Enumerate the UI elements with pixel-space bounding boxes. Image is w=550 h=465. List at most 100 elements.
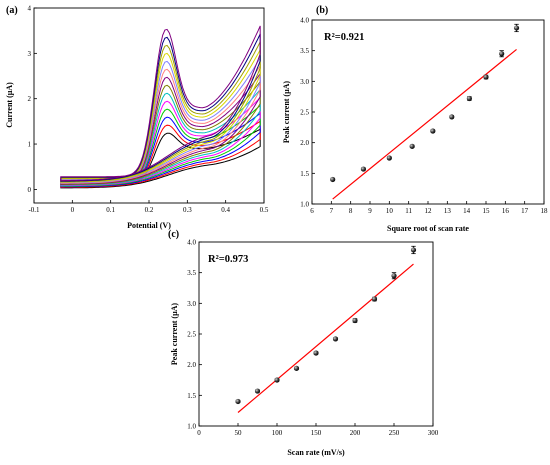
- panel-b-marker: [360, 166, 367, 172]
- panel-c-point: [313, 350, 319, 356]
- panel-a-xtick-label: 0.5: [260, 206, 269, 214]
- panel-b-point: [330, 176, 336, 183]
- panel-b-sqrt-chart: (b) 6 7 8 9 10 11 12 13 14 15 16 17 18 1.0 1.5 2.0 2.5 3.…: [282, 5, 548, 233]
- panel-a-cv-chart: (a) -0.1 0 0.1 0.2 0.3 0.4 0.5 0 1 2 3 4 Potential …: [5, 5, 269, 231]
- panel-b-xtick-label: 12: [425, 207, 433, 215]
- panel-a-ytick-label: 2: [28, 95, 32, 103]
- panel-c-scanrate-chart: (c) 0 50 100 150 200 250 300 1.0 1.5 2.0 2.5 3.0 3.5…: [168, 229, 439, 457]
- panel-b-fit-line: [332, 48, 517, 200]
- panel-b-xlabel: Square root of scan rate: [387, 224, 469, 233]
- panel-c-marker: [410, 247, 417, 253]
- panel-c-marker: [313, 350, 319, 356]
- panel-c-r2: R²=0.973: [208, 254, 248, 265]
- panel-c-xtick-label: 0: [197, 429, 201, 437]
- panel-c-point: [274, 377, 280, 383]
- panel-c-marker: [274, 377, 280, 383]
- panel-a-ytick-label: 4: [28, 5, 32, 13]
- panel-c-marker: [391, 273, 397, 279]
- panel-a-ytick-label: 1: [28, 141, 32, 149]
- panel-b-ytick-label: 4.0: [300, 17, 309, 25]
- panel-b-point: [483, 74, 489, 80]
- panel-a-cv-curve: [60, 49, 261, 183]
- panel-a-ticks: -0.1 0 0.1 0.2 0.3 0.4 0.5 0 1 2 3 4: [28, 5, 269, 215]
- panel-b-ytick-label: 1.0: [300, 201, 309, 209]
- panel-b-xtick-label: 18: [541, 207, 549, 215]
- panel-b-frame: [311, 19, 545, 205]
- panel-b-fit: [332, 48, 517, 200]
- panel-c-point: [235, 398, 241, 405]
- panel-b-marker: [430, 128, 436, 134]
- panel-a-cv-curve: [60, 33, 261, 182]
- panel-a-ytick-label: 3: [28, 50, 32, 58]
- panel-c-xtick-label: 250: [389, 429, 400, 437]
- panel-b-marker: [330, 176, 336, 183]
- panel-a-xtick-label: 0.3: [183, 206, 192, 214]
- panel-c-ytick-label: 2.0: [187, 361, 196, 369]
- panel-a-ylabel: Current (μA): [5, 82, 14, 128]
- panel-b-point: [360, 166, 367, 172]
- panel-a-xtick-label: 0.1: [106, 206, 115, 214]
- panel-c-marker: [293, 365, 300, 371]
- panel-b-xtick-label: 7: [330, 207, 334, 215]
- panel-a-xtick-label: 0: [71, 206, 75, 214]
- panel-b-ytick-label: 3.5: [300, 47, 309, 55]
- panel-c-points: [235, 245, 417, 405]
- panel-a-ytick-label: 0: [28, 186, 32, 194]
- panel-b-xtick-label: 14: [463, 207, 471, 215]
- panel-a-cv-curve: [60, 41, 261, 183]
- panel-c-point: [410, 245, 417, 255]
- panel-b-ytick-label: 3.0: [300, 78, 309, 86]
- panel-a-cv-curve: [60, 25, 261, 182]
- panel-b-xtick-label: 9: [368, 207, 372, 215]
- panel-c-marker: [332, 336, 339, 342]
- panel-a-xtick-label: 0.4: [221, 206, 230, 214]
- panel-b-point: [409, 143, 415, 149]
- panel-c-marker: [352, 317, 358, 324]
- panel-a-label: (a): [6, 5, 18, 16]
- panel-b-xtick-label: 6: [310, 207, 314, 215]
- panel-c-marker: [371, 296, 378, 302]
- panel-c-point: [332, 336, 339, 342]
- panel-c-point: [352, 317, 358, 324]
- panel-b-xtick-label: 11: [405, 207, 412, 215]
- panel-b-ytick-label: 1.5: [300, 170, 309, 178]
- panel-a-xtick-label: -0.1: [28, 206, 40, 214]
- panel-b-point: [499, 50, 505, 58]
- panel-c-frame: [198, 241, 434, 427]
- panel-c-fit-line: [237, 263, 414, 413]
- panel-b-xtick-label: 17: [521, 207, 529, 215]
- panel-c-xtick-label: 300: [428, 429, 439, 437]
- panel-b-point: [513, 23, 520, 33]
- panel-b-marker: [386, 155, 392, 161]
- panel-c-fit: [237, 263, 414, 413]
- panel-b-marker: [513, 25, 520, 31]
- panel-b-ytick-label: 2.0: [300, 139, 309, 147]
- panel-b-ylabel: Peak current (μA): [282, 81, 291, 143]
- panel-b-point: [466, 95, 472, 102]
- panel-b-xtick-label: 13: [444, 207, 452, 215]
- panel-b-xtick-label: 10: [386, 207, 394, 215]
- panel-c-marker: [254, 388, 261, 394]
- panel-b-marker: [466, 95, 472, 102]
- panel-a-xlabel: Potential (V): [127, 221, 171, 230]
- panel-c-ytick-label: 1.0: [187, 423, 196, 431]
- panel-a-xtick-label: 0.2: [145, 206, 154, 214]
- panel-c-ytick-label: 1.5: [187, 392, 196, 400]
- panel-b-marker: [409, 143, 415, 149]
- panel-b-xtick-label: 8: [349, 207, 353, 215]
- panel-c-ytick-label: 3.0: [187, 300, 196, 308]
- panel-a-curves: [60, 25, 261, 189]
- panel-b-xtick-label: 15: [483, 207, 491, 215]
- panel-b-marker: [449, 114, 455, 120]
- panel-b-point: [430, 128, 436, 134]
- panel-c-xtick-label: 50: [235, 429, 243, 437]
- panel-b-point: [386, 155, 392, 161]
- panel-c-label: (c): [168, 229, 179, 240]
- panel-c-xlabel: Scan rate (mV/s): [287, 448, 345, 457]
- panel-b-point: [449, 114, 455, 120]
- panel-b-label: (b): [316, 5, 328, 16]
- panel-c-ytick-label: 3.5: [187, 269, 196, 277]
- panel-c-point: [391, 272, 397, 280]
- panel-c-ylabel: Peak current (μA): [170, 303, 179, 365]
- panel-c-ytick-label: 2.5: [187, 331, 196, 339]
